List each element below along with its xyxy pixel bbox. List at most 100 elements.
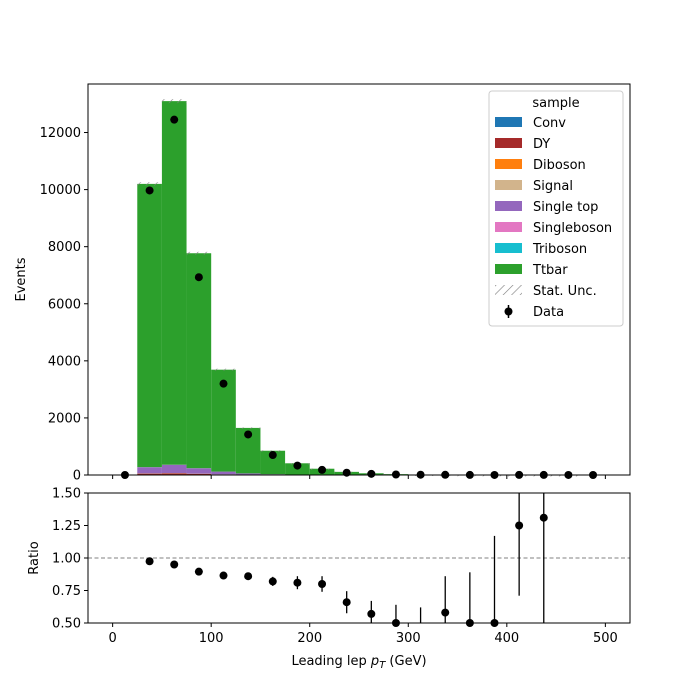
ratio-point-4 xyxy=(244,572,253,581)
bar-ttbar-6 xyxy=(260,450,286,475)
legend-swatch-5 xyxy=(495,222,522,232)
legend-label-0: Conv xyxy=(533,116,566,131)
legend-label-6: Triboson xyxy=(532,242,587,257)
bar-single-top-2 xyxy=(161,464,187,474)
data-point-8 xyxy=(318,465,327,474)
main-y-tick-label-0: 0 xyxy=(73,469,81,484)
legend-swatch-3 xyxy=(495,180,522,190)
legend-swatch-2 xyxy=(495,159,522,169)
legend-label-1: DY xyxy=(533,137,550,152)
legend-box xyxy=(488,90,624,327)
main-y-tick-label-1: 2000 xyxy=(48,411,81,426)
ratio-x-tick-label-0: 0 xyxy=(108,631,116,646)
ratio-points xyxy=(145,493,548,627)
ratio-point-2 xyxy=(194,567,203,576)
data-point-7 xyxy=(293,461,302,470)
stat-unc-band-5 xyxy=(235,427,261,429)
ratio-x-tick-label-1: 100 xyxy=(199,631,224,646)
data-point-3 xyxy=(194,273,203,282)
ratio-point-3 xyxy=(219,571,228,580)
legend-label-4: Single top xyxy=(533,200,598,215)
data-point-4 xyxy=(219,379,228,388)
main-y-tick-label-4: 8000 xyxy=(48,240,81,255)
ratio-x-ticks: 0 100 200 300 400 500 xyxy=(108,623,618,646)
main-y-tick-label-2: 4000 xyxy=(48,354,81,369)
ratio-point-9 xyxy=(367,609,376,618)
ratio-point-1 xyxy=(170,560,179,569)
ratio-y-tick-label-4: 1.50 xyxy=(52,487,81,502)
data-point-2 xyxy=(170,115,179,124)
ratio-point-15 xyxy=(515,521,524,530)
main-y-tick-label-3: 6000 xyxy=(48,297,81,312)
x-axis-label-suffix: (GeV) xyxy=(385,654,426,669)
bar-single-top-1 xyxy=(137,467,162,474)
legend-label-3: Signal xyxy=(533,179,573,194)
ratio-x-tick-label-5: 500 xyxy=(593,631,618,646)
bar-single-top-5 xyxy=(235,473,261,475)
main-panel: 0 2000 4000 6000 8000 10000 12000 Events sampl… xyxy=(14,83,631,484)
legend-data-marker xyxy=(504,307,513,316)
bar-single-top-3 xyxy=(186,468,212,474)
bar-dy-2 xyxy=(161,473,187,475)
data-point-10 xyxy=(367,469,376,478)
legend-swatch-1 xyxy=(495,138,522,148)
ratio-y-axis-label: Ratio xyxy=(27,541,42,574)
main-y-tick-label-5: 10000 xyxy=(40,183,81,198)
legend-label-2: Diboson xyxy=(533,158,586,173)
ratio-y-tick-label-1: 0.75 xyxy=(52,584,81,599)
bar-ttbar-3 xyxy=(186,253,212,469)
stat-unc-band-2 xyxy=(161,99,187,104)
ratio-x-tick-label-2: 200 xyxy=(297,631,322,646)
data-point-11 xyxy=(391,470,400,479)
x-axis-label: Leading lep pT (GeV) xyxy=(291,654,426,671)
bar-ttbar-2 xyxy=(161,101,187,465)
legend-swatch-0 xyxy=(495,117,522,127)
data-point-1 xyxy=(145,186,154,195)
legend-swatch-stat-unc xyxy=(495,285,522,295)
main-y-axis-label: Events xyxy=(14,257,29,301)
main-axes-frame xyxy=(87,83,631,476)
bar-dy-3 xyxy=(186,473,212,475)
bar-single-top-4 xyxy=(211,471,236,475)
x-axis-label-prefix: Leading lep xyxy=(291,654,370,669)
stat-unc-band-4 xyxy=(211,368,236,371)
x-axis-label-symbol: p xyxy=(370,654,379,669)
main-y-ticks: 0 2000 4000 6000 8000 10000 12000 xyxy=(40,126,88,484)
ratio-point-16 xyxy=(539,513,548,522)
ratio-x-tick-label-4: 400 xyxy=(494,631,519,646)
legend-swatch-6 xyxy=(495,243,522,253)
x-axis-label-sub: T xyxy=(379,660,386,671)
stacked-bars xyxy=(137,101,606,475)
ratio-point-8 xyxy=(342,598,351,607)
stat-unc-band-1 xyxy=(137,182,162,186)
ratio-point-5 xyxy=(268,577,277,586)
ratio-x-tick-label-3: 300 xyxy=(396,631,421,646)
data-point-9 xyxy=(342,468,351,477)
data-point-6 xyxy=(268,451,277,460)
ratio-point-12 xyxy=(441,608,450,617)
legend-title: sample xyxy=(532,96,579,111)
legend-swatch-4 xyxy=(495,201,522,211)
ratio-y-tick-label-2: 1.00 xyxy=(52,552,81,567)
main-x-ticks xyxy=(112,475,606,479)
stat-unc-band-3 xyxy=(186,251,212,255)
data-points xyxy=(120,115,598,479)
ratio-y-tick-label-0: 0.50 xyxy=(52,617,81,632)
legend-label-7: Ttbar xyxy=(532,263,568,278)
legend-label-5: Singleboson xyxy=(533,221,612,236)
main-y-tick-label-6: 12000 xyxy=(40,126,81,141)
data-point-5 xyxy=(244,430,253,439)
ratio-point-7 xyxy=(318,580,327,588)
ratio-y-ticks: 0.50 0.75 1.00 1.25 1.50 xyxy=(52,487,88,632)
ratio-point-0 xyxy=(145,557,154,566)
bar-ttbar-1 xyxy=(137,183,162,468)
legend-label-data: Data xyxy=(533,305,564,320)
legend: sample Conv DY Diboson Signal Single top Singl… xyxy=(488,90,624,327)
legend-label-stat-unc: Stat. Unc. xyxy=(533,284,597,299)
ratio-panel: 0.50 0.75 1.00 1.25 1.50 0 100 200 300 400 500 Ra… xyxy=(27,487,631,671)
bar-dy-1 xyxy=(137,473,162,475)
ratio-point-6 xyxy=(293,578,302,587)
legend-swatch-7 xyxy=(495,264,522,274)
ratio-y-tick-label-3: 1.25 xyxy=(52,519,81,534)
